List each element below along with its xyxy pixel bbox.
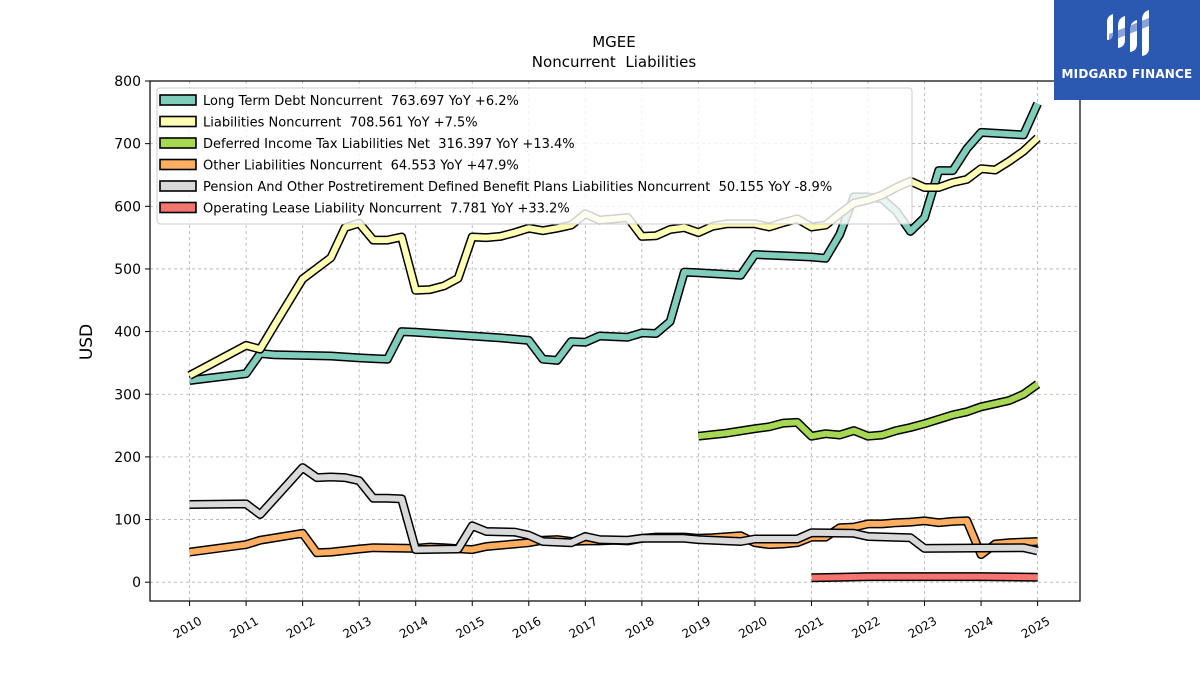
y-tick-label: 100 [114,513,141,529]
y-tick-label: 0 [132,575,141,591]
legend-label: Other Liabilities Noncurrent 64.553 YoY … [203,159,519,174]
legend-swatch [159,158,197,171]
chart-title: MGEE [592,33,636,51]
x-tick-label: 2011 [227,614,260,641]
legend-box [156,87,913,225]
legend-label: Operating Lease Liability Noncurrent 7.7… [203,202,570,217]
x-tick-label: 2021 [793,614,826,641]
x-tick-label: 2013 [340,614,373,641]
legend: Long Term Debt Noncurrent 763.697 YoY +6… [156,87,913,225]
legend-label: Long Term Debt Noncurrent 763.697 YoY +6… [203,94,519,109]
y-tick-label: 400 [114,325,141,341]
x-tick-label: 2012 [284,614,317,641]
y-tick-label: 600 [114,199,141,215]
y-axis: 0 100 200 300 400 500 600 700 800 [114,74,150,591]
series-lines [187,101,1042,583]
x-tick-label: 2017 [567,614,600,641]
series-stroke [188,135,1040,379]
series-stroke [189,102,1041,384]
chart-subtitle: Noncurrent Liabilities [532,53,697,71]
series-line-1 [187,134,1041,380]
legend-label: Liabilities Noncurrent 708.561 YoY +7.5% [203,116,478,131]
series-line-5 [811,572,1038,583]
legend-swatch [159,201,197,214]
plot-frame [149,80,1081,602]
x-tick-label: 2020 [736,614,769,641]
series-stroke [811,573,1038,581]
y-tick-label: 700 [114,137,141,153]
x-tick-label: 2018 [623,614,656,641]
legend-swatch [159,115,197,128]
x-tick-label: 2019 [680,614,713,641]
series-line-0 [189,101,1042,385]
legend-swatch [159,137,197,149]
y-tick-label: 800 [114,74,141,90]
x-tick-label: 2023 [906,614,939,641]
y-tick-label: 500 [114,262,141,278]
y-tick-label: 200 [114,450,141,466]
x-axis: 2010 2011 2012 2013 2014 2015 2016 2017 2018 2019… [171,601,1052,641]
x-tick-label: 2015 [454,614,487,641]
series-line-4 [189,463,1039,556]
series-stroke [698,381,1040,440]
y-axis-label: USD [77,324,97,360]
logo-mark-icon [1107,10,1149,56]
y-tick-label: 300 [114,387,141,403]
brand-name: MIDGARD FINANCE [1061,67,1193,81]
x-tick-label: 2025 [1019,614,1052,641]
x-tick-label: 2016 [510,614,543,641]
legend-label: Deferred Income Tax Liabilities Net 316.… [203,137,575,152]
series-line-2 [697,380,1041,441]
legend-label: Pension And Other Postretirement Defined… [203,180,832,195]
x-tick-label: 2014 [397,614,430,641]
series-stroke [189,464,1039,554]
x-tick-label: 2010 [171,614,204,641]
brand-logo: MIDGARD FINANCE [1054,0,1200,100]
x-tick-label: 2024 [962,614,995,641]
legend-swatch [159,180,197,192]
x-tick-label: 2022 [849,614,882,641]
legend-swatch [159,94,197,106]
